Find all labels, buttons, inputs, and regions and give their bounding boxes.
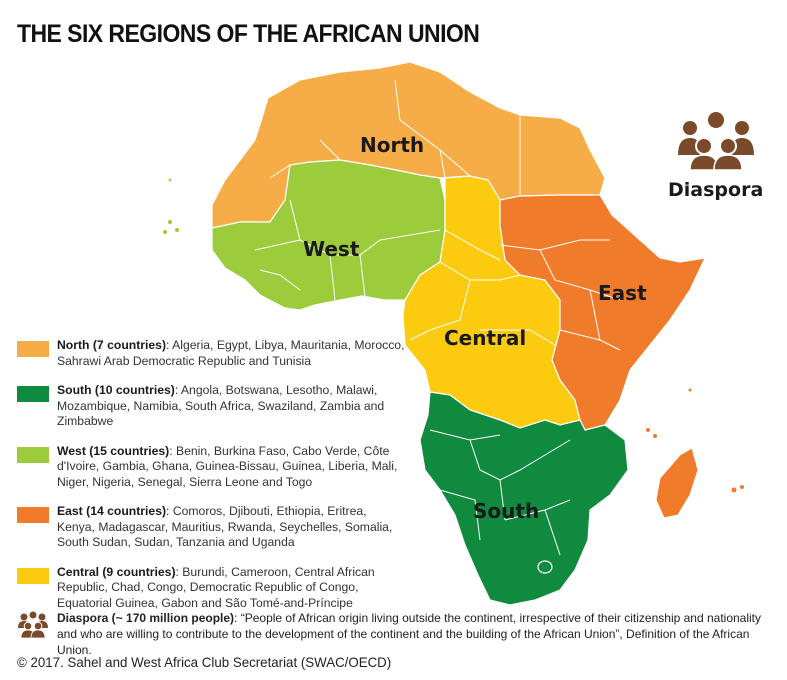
copyright-credit: © 2017. Sahel and West Africa Club Secre…: [17, 654, 392, 670]
diaspora-text: : “People of African origin living outsi…: [234, 611, 762, 625]
legend-heading: Central (9 countries): [57, 564, 176, 579]
madagascar: [655, 447, 699, 519]
label-diaspora: Diaspora: [668, 179, 763, 201]
legend-swatch-west: [17, 446, 49, 463]
legend-swatch-north: [17, 341, 49, 357]
legend-swatch-south: [17, 386, 49, 402]
legend-item-south: South (10 countries): Angola, Botswana, …: [17, 383, 407, 430]
legend-countries: : Angola, Botswana, Lesotho, Malawi, Moz…: [57, 383, 385, 428]
label-central: Central: [444, 326, 526, 350]
label-west: West: [303, 237, 360, 261]
legend-swatch-central: [17, 567, 49, 584]
diaspora-small-icon: [18, 611, 48, 639]
legend-item-east: East (14 countries): Comoros, Djibouti, …: [17, 504, 407, 551]
legend-countries: : Benin, Burkina Faso, Cabo Verde, Côte …: [57, 443, 398, 489]
legend-heading: North (7 countries): [57, 338, 167, 352]
diaspora-heading: Diaspora (~ 170 million people): [57, 611, 235, 625]
legend-item-west: West (15 countries): Benin, Burkina Faso…: [17, 444, 407, 491]
diaspora-people-icon: [678, 110, 754, 171]
legend: North (7 countries): Algeria, Egypt, Lib…: [17, 338, 407, 625]
legend-heading: South (10 countries): [57, 383, 175, 397]
label-east: East: [598, 281, 647, 305]
label-north: North: [360, 133, 424, 157]
region-east: [499, 194, 707, 431]
legend-countries: : Comoros, Djibouti, Ethiopia, Eritrea, …: [57, 504, 393, 549]
legend-swatch-east: [17, 507, 49, 523]
diaspora-text-continued: and who are willing to contribute to the…: [57, 627, 750, 657]
legend-countries: : Algeria, Egypt, Libya, Mauritania, Mor…: [57, 338, 405, 368]
legend-heading: West (15 countries): [57, 443, 170, 458]
legend-heading: East (14 countries): [57, 504, 167, 518]
legend-countries: : Burundi, Cameroon, Central African Rep…: [57, 564, 375, 610]
label-south: South: [473, 499, 539, 523]
diaspora-definition: Diaspora (~ 170 million people): “People…: [17, 610, 777, 658]
legend-item-north: North (7 countries): Algeria, Egypt, Lib…: [17, 338, 407, 369]
legend-item-central: Central (9 countries): Burundi, Cameroon…: [17, 565, 407, 612]
map-title: THE SIX REGIONS OF THE AFRICAN UNION: [17, 20, 480, 48]
